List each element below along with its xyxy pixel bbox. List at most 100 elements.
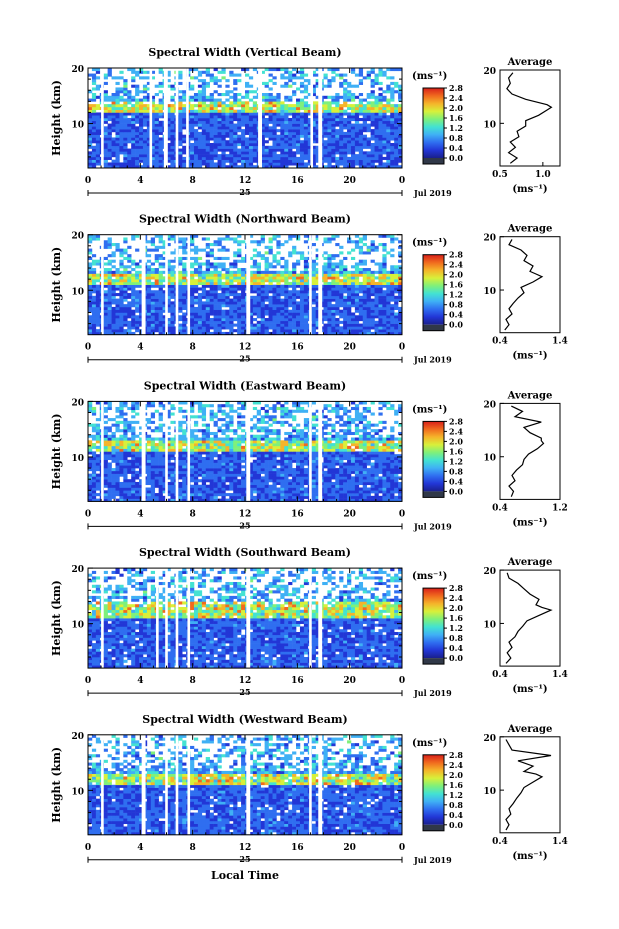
- data-gap: [101, 234, 104, 335]
- x-tick-label: 8: [190, 843, 196, 853]
- colorbar-unit: (ms⁻¹): [412, 238, 447, 249]
- y-tick-label: 10: [71, 121, 84, 131]
- x-tick-label: 20: [343, 509, 356, 519]
- colorbar-tick-label: 0.0: [449, 820, 463, 830]
- data-gap: [318, 401, 323, 502]
- x-tick-label: 8: [190, 343, 196, 353]
- date-label: Jul 2019: [413, 688, 452, 698]
- colorbar-tick-label: 0.8: [449, 800, 463, 810]
- average-x-tick-label: 0.4: [492, 670, 508, 680]
- x-tick-label: 0: [85, 176, 91, 186]
- y-tick-label: 10: [71, 621, 84, 631]
- panel-2: Spectral Width (Northward Beam) 20 10 Heigh…: [50, 213, 568, 365]
- x-tick-label: 4: [137, 843, 143, 853]
- average-x-label: (ms⁻¹): [512, 184, 547, 195]
- data-gap: [175, 68, 179, 168]
- data-gap: [163, 68, 168, 168]
- x-tick-label: 0: [399, 343, 405, 353]
- colorbar-under-swatch: [423, 491, 444, 498]
- average-y-tick-label: 20: [483, 67, 496, 77]
- x-tick-label: 0: [85, 843, 91, 853]
- colorbar-tick-label: 1.6: [449, 446, 463, 456]
- average-x-tick-label: 0.4: [492, 503, 508, 513]
- average-y-tick-label: 20: [483, 234, 496, 244]
- x-tick-label: 12: [239, 176, 252, 186]
- y-tick-label: 10: [71, 787, 84, 797]
- data-gap: [101, 401, 104, 502]
- data-gap: [101, 734, 104, 835]
- average-frame: [499, 69, 561, 167]
- average-profile-line: [508, 405, 545, 497]
- average-x-tick-label: 0.5: [492, 170, 508, 180]
- colorbar-tick-label: 0.0: [449, 486, 463, 496]
- x-tick-label: 0: [85, 676, 91, 686]
- day-label: 25: [239, 854, 250, 864]
- average-profile-line: [506, 72, 553, 164]
- average-x-tick-label: 1.4: [552, 670, 568, 680]
- date-label: Jul 2019: [413, 855, 452, 865]
- colorbar-tick-label: 2.0: [449, 770, 463, 780]
- colorbar-tick-label: 1.2: [449, 623, 463, 633]
- colorbar-tick-label: 1.6: [449, 780, 463, 790]
- data-gap: [175, 568, 179, 669]
- colorbar-under-swatch: [423, 158, 444, 164]
- colorbar-tick-label: 1.6: [449, 113, 463, 123]
- data-gap: [246, 401, 251, 502]
- data-gap: [156, 568, 159, 669]
- day-label: 25: [239, 187, 250, 197]
- average-x-tick-label: 1.4: [552, 837, 568, 847]
- data-gap: [165, 401, 168, 502]
- colorbar-tick-label: 2.4: [449, 593, 463, 603]
- data-gap: [165, 734, 168, 835]
- colorbar-tick-label: 1.2: [449, 790, 463, 800]
- panel-title: Spectral Width (Eastward Beam): [144, 379, 346, 392]
- data-gap: [309, 401, 312, 502]
- colorbar-tick-label: 0.8: [449, 633, 463, 643]
- data-gap: [246, 734, 251, 835]
- colorbar: [423, 254, 444, 325]
- data-gap: [187, 234, 191, 335]
- colorbar-tick-label: 0.8: [449, 133, 463, 143]
- average-frame: [499, 402, 561, 500]
- average-y-tick-label: 20: [483, 734, 496, 744]
- data-gap: [310, 68, 314, 168]
- data-gap: [149, 68, 153, 168]
- data-gap: [309, 234, 312, 335]
- day-label: 25: [239, 520, 250, 530]
- data-gap: [187, 568, 191, 669]
- data-gap: [187, 401, 191, 502]
- data-gap: [309, 734, 312, 835]
- data-gap: [309, 568, 312, 669]
- x-tick-label: 12: [239, 676, 252, 686]
- panel-5: Spectral Width (Westward Beam) 20 10 Height…: [50, 713, 568, 865]
- x-tick-label: 0: [85, 343, 91, 353]
- colorbar-tick-label: 0.0: [449, 320, 463, 330]
- colorbar-tick-label: 0.4: [449, 810, 463, 820]
- average-profile-line: [505, 739, 552, 831]
- y-tick-label: 20: [71, 65, 84, 75]
- data-gap: [175, 734, 179, 835]
- data-gap: [186, 68, 189, 168]
- data-gap: [258, 68, 263, 168]
- colorbar-under-swatch: [423, 824, 444, 831]
- x-tick-label: 0: [399, 509, 405, 519]
- colorbar-tick-label: 2.4: [449, 426, 463, 436]
- panel-title: Spectral Width (Westward Beam): [142, 713, 347, 726]
- heatmap-cells: [88, 68, 403, 169]
- x-tick-label: 16: [291, 343, 304, 353]
- colorbar-tick-label: 0.0: [449, 653, 463, 663]
- average-x-tick-label: 1.2: [552, 503, 568, 513]
- day-label: 25: [239, 354, 250, 364]
- data-gap: [187, 734, 191, 835]
- y-axis-label: Height (km): [50, 580, 63, 656]
- x-tick-label: 20: [343, 676, 356, 686]
- data-gap: [246, 568, 251, 669]
- data-gap: [318, 68, 323, 168]
- y-axis-label: Height (km): [50, 747, 63, 823]
- date-label: Jul 2019: [413, 355, 452, 365]
- average-x-tick-label: 1.0: [535, 170, 551, 180]
- data-gap: [246, 234, 251, 335]
- x-tick-label: 4: [137, 176, 143, 186]
- panel-4: Spectral Width (Southward Beam) 20 10 Heigh…: [50, 546, 568, 698]
- y-axis-label: Height (km): [50, 247, 63, 323]
